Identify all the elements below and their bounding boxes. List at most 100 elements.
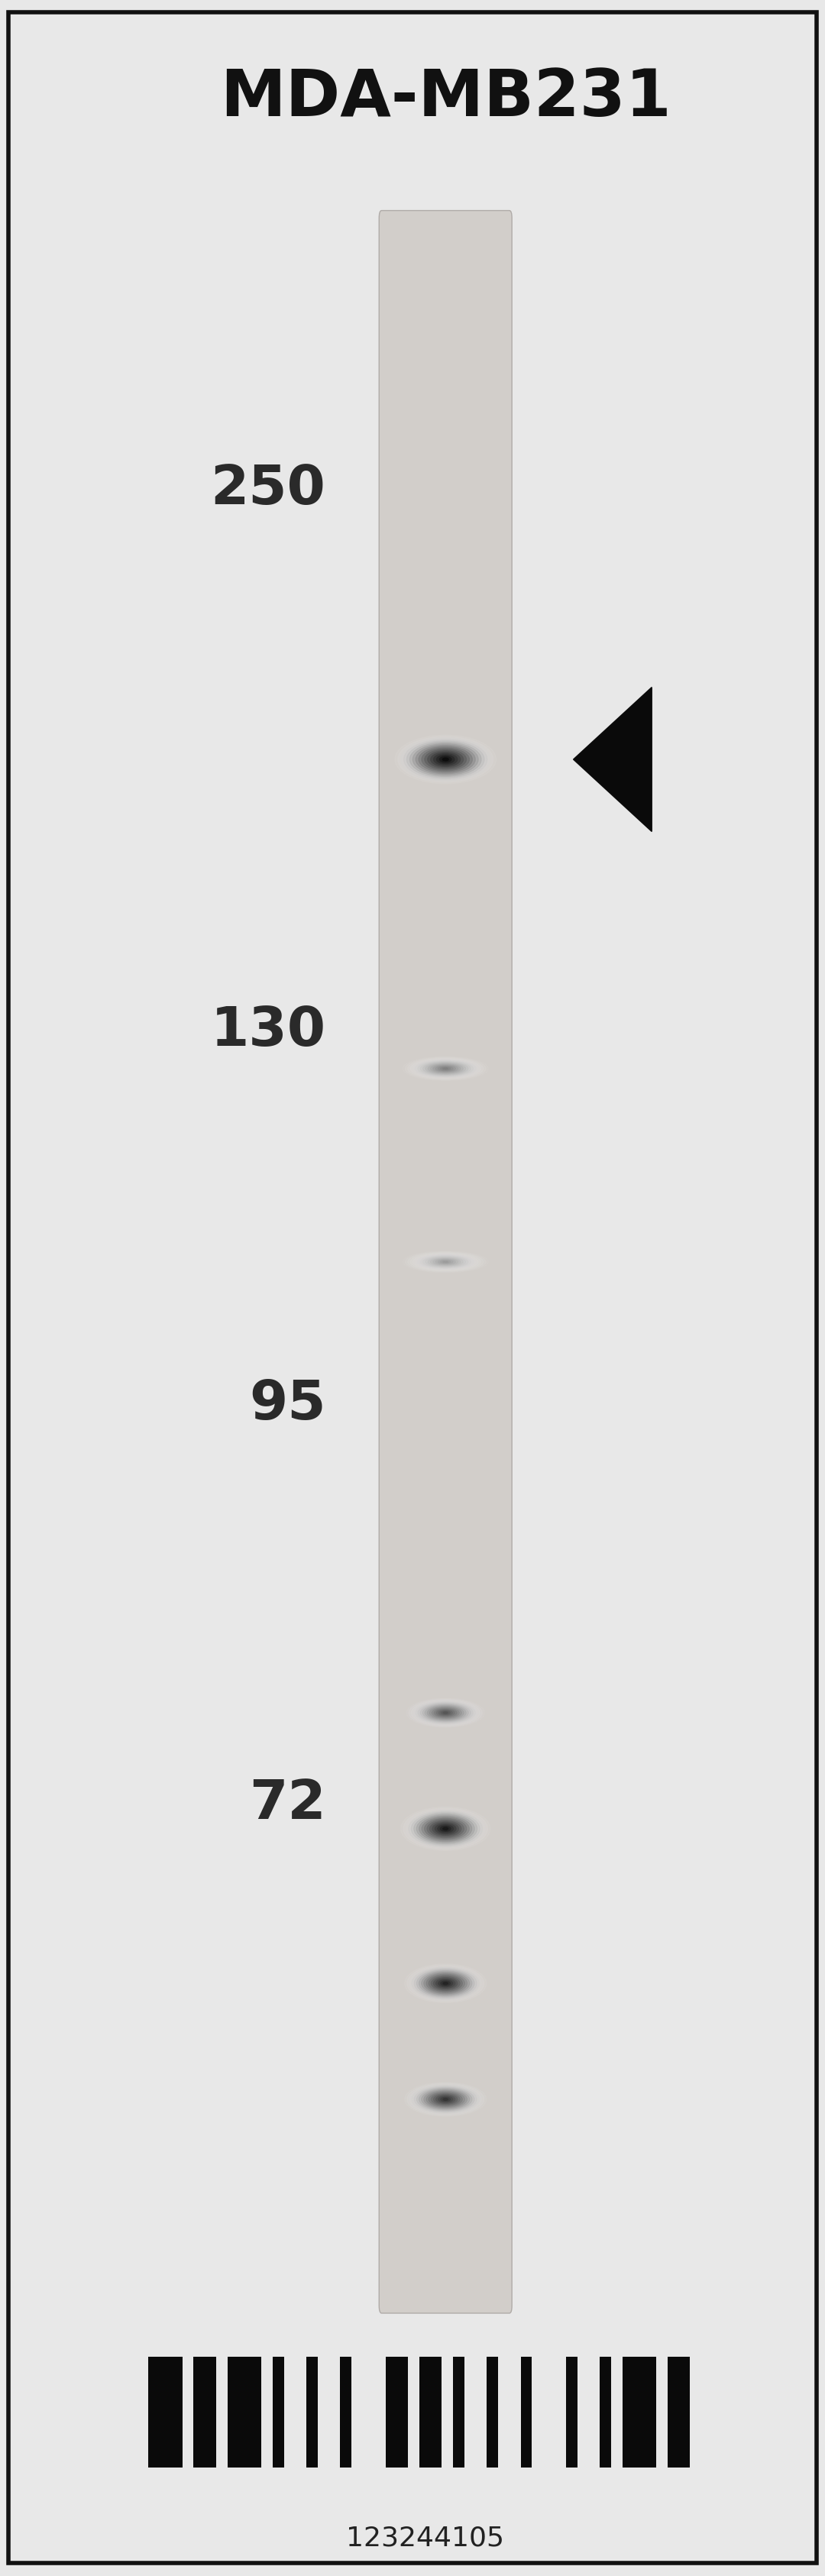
Ellipse shape (415, 1255, 476, 1270)
Ellipse shape (410, 1059, 481, 1079)
Ellipse shape (403, 739, 488, 781)
Ellipse shape (420, 1061, 471, 1077)
Ellipse shape (423, 1257, 469, 1267)
Bar (453, 2357, 464, 2468)
Ellipse shape (408, 1252, 483, 1273)
Ellipse shape (409, 1700, 482, 1726)
Ellipse shape (427, 1705, 464, 1721)
Ellipse shape (403, 1808, 488, 1850)
Ellipse shape (431, 752, 460, 768)
Ellipse shape (406, 1808, 485, 1850)
Ellipse shape (409, 2084, 482, 2115)
Ellipse shape (422, 1705, 469, 1721)
Ellipse shape (408, 1059, 483, 1079)
Ellipse shape (412, 1255, 478, 1270)
Ellipse shape (395, 737, 496, 783)
Ellipse shape (438, 2097, 453, 2102)
Ellipse shape (428, 1064, 463, 1074)
Ellipse shape (418, 1703, 473, 1723)
Ellipse shape (436, 1066, 455, 1072)
Ellipse shape (427, 1973, 464, 1994)
Ellipse shape (398, 737, 493, 783)
Ellipse shape (431, 1064, 460, 1074)
Ellipse shape (419, 2089, 472, 2110)
Polygon shape (573, 688, 652, 832)
Ellipse shape (416, 1703, 475, 1723)
Bar (148, 2357, 182, 2468)
Ellipse shape (431, 1708, 460, 1718)
Ellipse shape (416, 744, 475, 775)
Ellipse shape (407, 742, 484, 778)
Ellipse shape (419, 747, 473, 773)
Ellipse shape (428, 1257, 463, 1267)
Bar (194, 2357, 216, 2468)
Ellipse shape (407, 1965, 484, 2002)
Ellipse shape (419, 1971, 472, 1996)
Ellipse shape (424, 2089, 467, 2107)
Ellipse shape (436, 755, 455, 765)
Ellipse shape (433, 1978, 458, 1989)
Ellipse shape (404, 1963, 487, 2004)
Ellipse shape (435, 1824, 456, 1834)
Ellipse shape (419, 1816, 472, 1842)
Bar (600, 2357, 611, 2468)
Ellipse shape (431, 1257, 460, 1267)
Ellipse shape (417, 1814, 474, 1844)
Ellipse shape (432, 1824, 459, 1834)
Ellipse shape (411, 1814, 480, 1844)
Ellipse shape (436, 1978, 455, 1989)
Ellipse shape (433, 1066, 458, 1072)
Ellipse shape (401, 739, 490, 781)
Ellipse shape (437, 1824, 454, 1834)
Ellipse shape (424, 1973, 467, 1994)
Ellipse shape (434, 1708, 457, 1718)
Ellipse shape (441, 1066, 450, 1072)
Ellipse shape (439, 1710, 452, 1716)
Ellipse shape (412, 1968, 479, 1999)
Ellipse shape (424, 1819, 467, 1839)
Ellipse shape (438, 1066, 453, 1072)
Ellipse shape (438, 1981, 453, 1986)
Ellipse shape (412, 744, 478, 775)
Ellipse shape (441, 1260, 450, 1265)
Text: 95: 95 (249, 1378, 326, 1430)
Bar (566, 2357, 578, 2468)
Ellipse shape (438, 1260, 453, 1265)
Ellipse shape (420, 1257, 471, 1267)
Ellipse shape (441, 1710, 450, 1716)
Ellipse shape (425, 1705, 466, 1721)
Ellipse shape (405, 1059, 486, 1079)
Ellipse shape (427, 752, 464, 768)
Bar (622, 2357, 656, 2468)
Ellipse shape (427, 1819, 464, 1839)
Bar (228, 2357, 262, 2468)
Ellipse shape (411, 1700, 480, 1726)
Text: 72: 72 (249, 1777, 326, 1829)
FancyBboxPatch shape (380, 211, 512, 2313)
Bar (419, 2357, 442, 2468)
Ellipse shape (436, 2094, 455, 2105)
Ellipse shape (417, 1971, 474, 1996)
Ellipse shape (429, 1976, 462, 1991)
Text: 123244105: 123244105 (346, 2524, 504, 2550)
Text: MDA-MB231: MDA-MB231 (220, 67, 671, 129)
Bar (487, 2357, 498, 2468)
Ellipse shape (441, 1981, 450, 1986)
Ellipse shape (436, 1260, 455, 1265)
Ellipse shape (434, 755, 457, 765)
Ellipse shape (422, 1819, 469, 1839)
Bar (521, 2357, 532, 2468)
Ellipse shape (401, 1808, 490, 1850)
Ellipse shape (410, 742, 481, 778)
Ellipse shape (408, 1811, 483, 1847)
Text: 130: 130 (210, 1005, 326, 1056)
Text: 250: 250 (210, 464, 326, 515)
Ellipse shape (420, 1703, 471, 1723)
Ellipse shape (441, 1826, 450, 1832)
Ellipse shape (410, 1252, 481, 1270)
Bar (340, 2357, 351, 2468)
Ellipse shape (407, 1698, 484, 1728)
Ellipse shape (414, 1968, 477, 1999)
Ellipse shape (415, 1061, 476, 1077)
Ellipse shape (442, 757, 449, 762)
